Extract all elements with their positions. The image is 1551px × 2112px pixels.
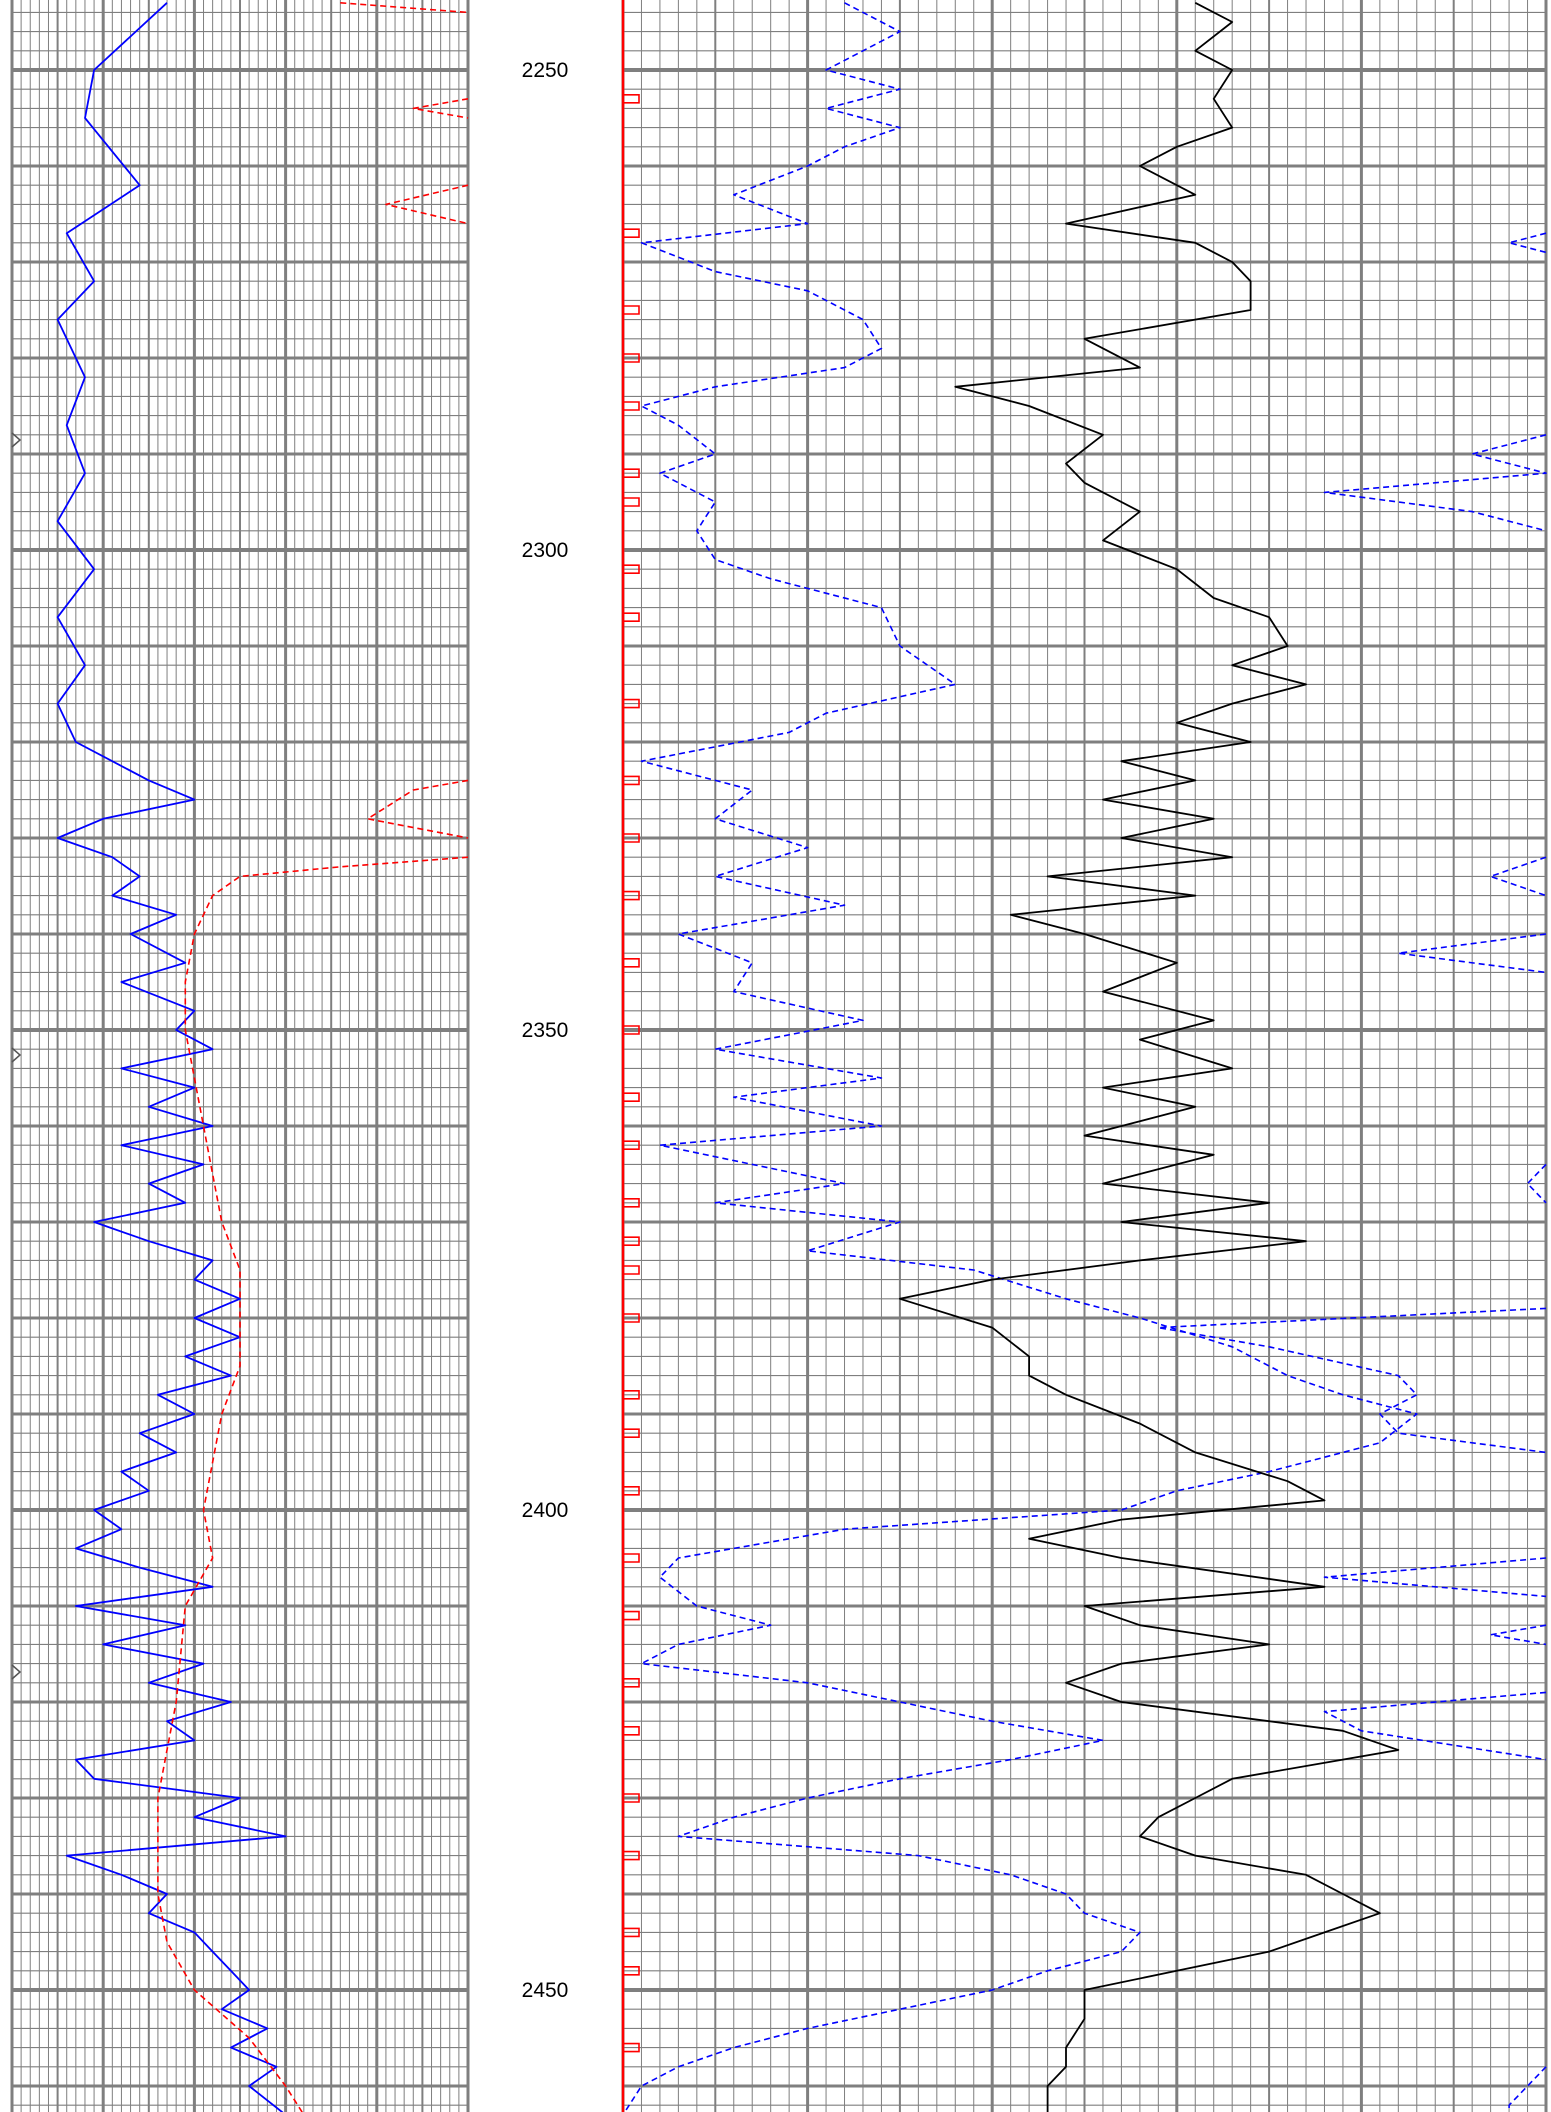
edge-marker-icon xyxy=(11,1664,22,1680)
flag-mark xyxy=(623,1236,640,1246)
flag-mark xyxy=(623,612,640,622)
blue-dashed-curve xyxy=(1323,1557,1547,1598)
edge-marker-icon xyxy=(11,432,22,448)
depth-tick-label: 2350 xyxy=(522,1019,569,1042)
depth-tick-label: 2250 xyxy=(522,59,569,82)
flag-mark xyxy=(623,1140,640,1150)
flag-mark xyxy=(623,228,640,238)
edge-marker-icon xyxy=(11,1047,22,1063)
flag-mark xyxy=(623,833,640,843)
depth-tick-label: 2450 xyxy=(522,1979,569,2002)
flag-mark xyxy=(623,958,640,968)
flag-mark xyxy=(623,1265,640,1275)
depth-tick-label: 2400 xyxy=(522,1499,569,1522)
blue-dashed-curve xyxy=(1323,434,1547,532)
blue-dashed-curve xyxy=(1323,1691,1547,1761)
red-dashed-curve xyxy=(157,856,469,2112)
blue-dashed-curve xyxy=(1508,232,1547,254)
flag-mark xyxy=(623,468,640,478)
flag-mark xyxy=(623,94,640,104)
flag-mark xyxy=(623,1850,640,1861)
flag-mark xyxy=(623,1553,640,1563)
flag-mark xyxy=(623,305,640,315)
blue-dashed-curve xyxy=(623,2,1418,2112)
flag-mark xyxy=(623,2042,640,2053)
flag-mark xyxy=(623,1428,640,1438)
flag-mark xyxy=(623,1025,640,1035)
blue-solid-curve xyxy=(56,2,287,2112)
flag-mark xyxy=(623,1793,640,1803)
flag-mark xyxy=(623,1198,640,1208)
red-dashed-curve xyxy=(385,184,469,225)
red-dashed-curve xyxy=(366,779,469,839)
flag-mark xyxy=(623,1678,640,1688)
flag-mark xyxy=(623,890,640,901)
blue-dashed-curve xyxy=(1508,2066,1547,2112)
flag-mark xyxy=(623,1313,640,1323)
grid xyxy=(10,0,1548,2112)
red-dashed-curve xyxy=(340,2,469,14)
blue-dashed-curve xyxy=(1526,1163,1547,1204)
depth-labels: 2250 2300 2350 2400 2450 xyxy=(522,59,569,2002)
curves xyxy=(11,0,1547,2112)
flag-mark xyxy=(623,1966,640,1976)
blue-dashed-curve xyxy=(1157,1307,1547,1454)
flag-mark xyxy=(623,775,640,786)
red-dashed-curve xyxy=(412,98,469,119)
flag-mark xyxy=(623,564,640,574)
depth-tick-label: 2300 xyxy=(522,539,569,562)
black-solid-curve xyxy=(899,2,1400,2112)
flag-mark xyxy=(623,401,640,411)
flag-mark xyxy=(623,1092,640,1102)
blue-dashed-curve xyxy=(1489,1624,1547,1646)
flag-mark xyxy=(623,353,640,363)
flag-mark xyxy=(623,1610,640,1621)
flag-mark xyxy=(623,1927,640,1938)
flag-mark xyxy=(623,497,640,507)
flag-mark xyxy=(623,1726,640,1736)
flag-mark xyxy=(623,1390,640,1400)
flag-mark xyxy=(623,698,640,709)
flag-mark xyxy=(623,1486,640,1496)
